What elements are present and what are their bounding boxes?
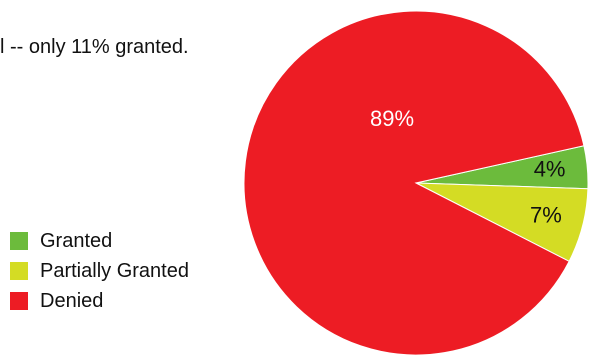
pie-label-partially-granted: 7% bbox=[530, 202, 562, 227]
legend-label-granted: Granted bbox=[40, 229, 113, 252]
pie-label-denied: 89% bbox=[370, 106, 414, 131]
legend-swatch-partially-granted bbox=[10, 262, 28, 280]
legend-swatch-denied bbox=[10, 292, 28, 310]
chart-legend: Granted Partially Granted Denied bbox=[10, 226, 189, 316]
legend-label-denied: Denied bbox=[40, 289, 104, 312]
pie-label-granted: 4% bbox=[534, 156, 566, 181]
chart-caption: l -- only 11% granted. bbox=[0, 36, 189, 58]
legend-item-denied: Denied bbox=[10, 286, 189, 316]
legend-label-partially-granted: Partially Granted bbox=[40, 259, 189, 282]
legend-item-granted: Granted bbox=[10, 226, 189, 256]
legend-item-partially-granted: Partially Granted bbox=[10, 256, 189, 286]
legend-swatch-granted bbox=[10, 232, 28, 250]
pie-slice-denied bbox=[243, 10, 585, 356]
